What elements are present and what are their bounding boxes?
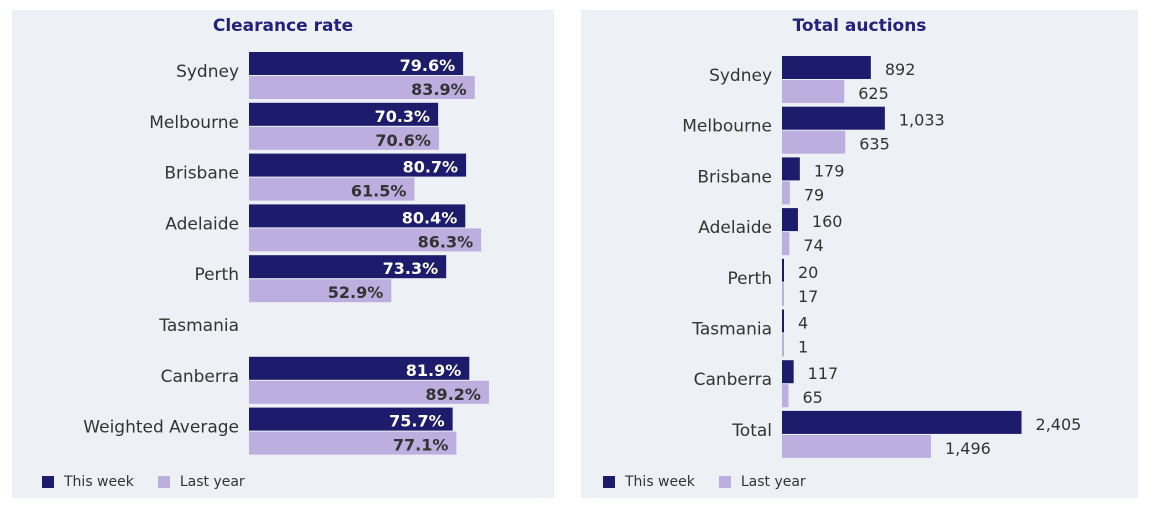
data-label-last-year-canberra: 65 [802, 388, 822, 407]
data-label-last-year-melbourne: 635 [859, 135, 890, 154]
data-label-this-week-tasmania: 4 [798, 314, 808, 333]
legend-item-this-week: This week [603, 474, 695, 490]
data-label-last-year-perth: 17 [798, 287, 818, 306]
data-label-this-week-canberra: 81.9% [406, 361, 462, 380]
legend-label-this-week: This week [625, 474, 695, 490]
data-label-last-year-weighted-average: 77.1% [393, 436, 449, 455]
bar-this-week-perth [249, 255, 447, 279]
bar-last-year-brisbane [249, 177, 415, 201]
bar-last-year-adelaide [249, 228, 482, 252]
data-label-this-week-canberra: 117 [808, 364, 839, 383]
data-label-last-year-canberra: 89.2% [425, 385, 481, 404]
total-auctions-panel: Total auctions Sydney 892 625 Melbourne 1,03… [581, 10, 1138, 498]
bar-this-week-tasmania [782, 309, 784, 333]
total-auctions-legend: This week Last year [603, 474, 830, 490]
legend-swatch-last-year [157, 476, 170, 488]
data-label-last-year-tasmania: 1 [798, 338, 808, 357]
data-label-this-week-weighted-average: 75.7% [389, 412, 445, 431]
bar-last-year-perth [249, 279, 392, 303]
legend-item-this-week: This week [42, 474, 134, 490]
bar-this-week-melbourne [249, 102, 439, 126]
bar-last-year-brisbane [782, 181, 790, 205]
data-label-this-week-melbourne: 70.3% [375, 107, 431, 126]
legend-swatch-this-week [603, 476, 615, 488]
legend-item-last-year: Last year [718, 474, 806, 490]
category-label-brisbane: Brisbane [697, 167, 772, 187]
bar-last-year-tasmania [782, 333, 784, 357]
clearance-rate-legend: This week Last year [42, 474, 269, 490]
category-label-perth: Perth [194, 265, 239, 285]
legend-label-last-year: Last year [179, 474, 245, 490]
data-label-last-year-melbourne: 70.6% [375, 131, 431, 150]
clearance-rate-chart: Sydney 79.6% 83.9% Melbourne 70.3% 70.6% Brisb… [83, 52, 489, 455]
data-label-last-year-sydney: 625 [858, 84, 889, 103]
data-label-this-week-brisbane: 80.7% [403, 158, 459, 177]
legend-swatch-this-week [42, 476, 54, 488]
legend-label-this-week: This week [64, 474, 134, 490]
legend-item-last-year: Last year [157, 474, 245, 490]
data-label-last-year-total: 1,496 [945, 439, 991, 458]
data-label-this-week-adelaide: 160 [812, 212, 843, 231]
data-label-this-week-melbourne: 1,033 [899, 111, 945, 130]
clearance-rate-panel: Clearance rate Sydney 79.6% 83.9% Melbourne… [12, 10, 554, 498]
category-label-brisbane: Brisbane [164, 164, 239, 184]
category-label-sydney: Sydney [709, 66, 772, 86]
data-label-this-week-perth: 20 [798, 263, 818, 282]
bar-this-week-canberra [782, 360, 794, 384]
bar-this-week-adelaide [782, 208, 798, 232]
bar-last-year-total [782, 434, 932, 458]
category-label-sydney: Sydney [176, 62, 239, 82]
category-label-canberra: Canberra [161, 367, 239, 387]
bar-last-year-adelaide [782, 232, 790, 256]
data-label-this-week-brisbane: 179 [814, 161, 845, 180]
data-label-last-year-brisbane: 61.5% [351, 182, 407, 201]
clearance-rate-title: Clearance rate [212, 16, 354, 36]
category-label-weighted-average: Weighted Average [83, 418, 239, 438]
legend-label-last-year: Last year [740, 474, 806, 490]
bar-this-week-weighted-average [249, 407, 453, 431]
bar-this-week-brisbane [249, 153, 467, 177]
bar-last-year-canberra [249, 380, 489, 404]
category-label-adelaide: Adelaide [165, 214, 239, 234]
data-label-this-week-adelaide: 80.4% [402, 208, 458, 227]
data-label-this-week-total: 2,405 [1036, 415, 1082, 434]
total-auctions-title: Total auctions [792, 16, 927, 36]
data-label-this-week-perth: 73.3% [383, 259, 439, 278]
category-label-tasmania: Tasmania [158, 316, 239, 336]
category-label-perth: Perth [727, 269, 772, 289]
data-label-last-year-perth: 52.9% [328, 283, 384, 302]
bar-this-week-total [782, 410, 1022, 434]
category-label-melbourne: Melbourne [149, 113, 239, 133]
legend-swatch-last-year [718, 476, 731, 488]
category-label-adelaide: Adelaide [698, 218, 772, 238]
bar-this-week-canberra [249, 356, 470, 380]
data-label-this-week-sydney: 892 [885, 60, 916, 79]
bar-this-week-melbourne [782, 106, 885, 130]
category-label-canberra: Canberra [694, 370, 772, 390]
bar-last-year-melbourne [782, 130, 846, 154]
bar-last-year-melbourne [249, 126, 439, 150]
category-label-tasmania: Tasmania [691, 320, 772, 340]
data-label-last-year-sydney: 83.9% [411, 80, 467, 99]
data-label-last-year-adelaide: 74 [803, 236, 823, 255]
bar-last-year-weighted-average [249, 431, 457, 455]
bar-this-week-perth [782, 258, 784, 282]
category-label-melbourne: Melbourne [682, 117, 772, 137]
bar-last-year-sydney [782, 80, 845, 103]
bar-last-year-perth [782, 282, 784, 306]
data-label-this-week-sydney: 79.6% [400, 56, 456, 75]
data-label-last-year-brisbane: 79 [804, 185, 824, 204]
bar-this-week-brisbane [782, 157, 800, 181]
category-label-total: Total [731, 421, 772, 441]
bar-last-year-sydney [249, 76, 475, 99]
bar-this-week-sydney [782, 56, 871, 79]
data-label-last-year-adelaide: 86.3% [418, 232, 474, 251]
bar-this-week-sydney [249, 52, 464, 75]
bar-this-week-adelaide [249, 204, 466, 228]
bar-last-year-canberra [782, 384, 789, 408]
